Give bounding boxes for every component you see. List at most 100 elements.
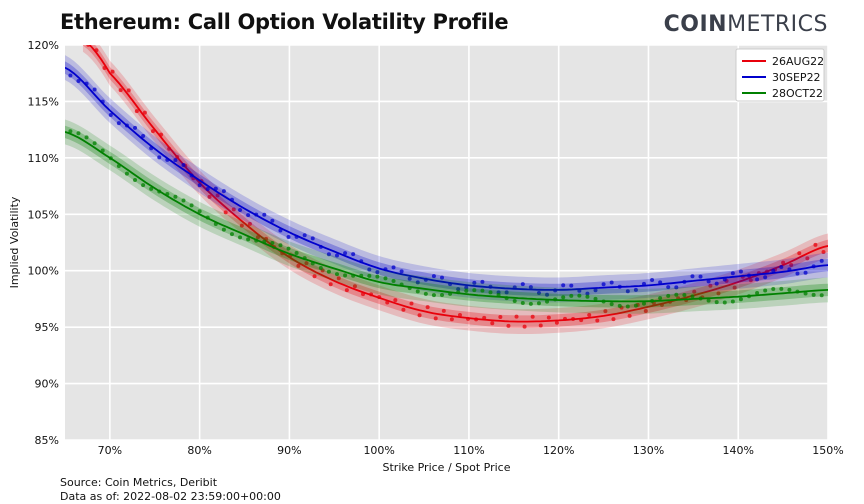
data-point	[643, 308, 648, 313]
data-point	[627, 313, 632, 318]
data-point	[603, 309, 608, 314]
data-point	[561, 283, 566, 288]
data-point	[318, 266, 323, 271]
data-point	[336, 276, 341, 281]
data-point	[536, 291, 541, 296]
data-point	[383, 276, 388, 281]
data-point	[577, 293, 582, 298]
data-point	[698, 274, 703, 279]
data-point	[722, 300, 727, 305]
x-tick-label: 140%	[723, 444, 754, 457]
data-point	[312, 274, 317, 279]
data-point	[431, 293, 436, 298]
y-tick-label: 120%	[28, 39, 59, 52]
data-point	[110, 69, 115, 74]
data-point	[674, 285, 679, 290]
data-point	[488, 290, 493, 295]
data-point	[811, 292, 816, 297]
data-point	[221, 227, 226, 232]
data-point	[779, 264, 784, 269]
data-point	[133, 178, 138, 183]
data-point	[748, 278, 753, 283]
data-point	[247, 221, 252, 226]
data-point	[393, 298, 398, 303]
data-point	[270, 240, 275, 245]
data-point	[641, 301, 646, 306]
data-point	[328, 282, 333, 287]
data-point	[334, 272, 339, 277]
data-point	[134, 109, 139, 114]
data-point	[779, 286, 784, 291]
data-point	[302, 233, 307, 238]
data-point	[124, 171, 129, 176]
data-point	[141, 183, 146, 188]
data-point	[425, 305, 430, 310]
data-point	[506, 323, 511, 328]
data-point	[625, 304, 630, 309]
data-point	[498, 315, 503, 320]
source-note: Source: Coin Metrics, Deribit	[60, 476, 218, 489]
data-point	[658, 296, 663, 301]
data-point	[431, 274, 436, 279]
chart-title: Ethereum: Call Option Volatility Profile	[60, 10, 509, 34]
data-point	[108, 112, 113, 117]
data-point	[173, 158, 178, 163]
data-point	[456, 287, 461, 292]
data-point	[367, 267, 372, 272]
data-point	[658, 280, 663, 285]
data-point	[538, 323, 543, 328]
brand-logo-bold: COIN	[663, 12, 728, 37]
data-point	[706, 298, 711, 303]
data-point	[730, 299, 735, 304]
data-point	[352, 284, 357, 289]
x-tick-label: 150%	[812, 444, 843, 457]
data-point	[223, 210, 228, 215]
x-tick-label: 70%	[98, 444, 122, 457]
data-point	[92, 87, 97, 92]
data-point	[415, 280, 420, 285]
data-point	[755, 291, 760, 296]
data-point	[262, 212, 267, 217]
data-point	[593, 296, 598, 301]
data-point	[375, 274, 380, 279]
data-point	[407, 276, 412, 281]
data-point	[423, 291, 428, 296]
data-point	[351, 252, 356, 257]
data-point	[118, 88, 123, 93]
data-point	[528, 301, 533, 306]
data-point	[690, 274, 695, 279]
x-tick-label: 100%	[363, 444, 394, 457]
data-point	[595, 318, 600, 323]
data-point	[197, 183, 202, 188]
data-point	[514, 314, 519, 319]
data-point	[763, 288, 768, 293]
data-point	[617, 303, 622, 308]
data-point	[472, 288, 477, 293]
data-point	[585, 294, 590, 299]
data-point	[238, 207, 243, 212]
data-point	[92, 141, 97, 146]
brand-logo: COINMETRICS	[664, 12, 828, 37]
plot-background	[65, 45, 828, 440]
y-tick-label: 95%	[35, 321, 59, 334]
data-point	[207, 194, 212, 199]
data-point	[449, 317, 454, 322]
data-point	[296, 263, 301, 268]
data-point	[401, 307, 406, 312]
data-point	[692, 289, 697, 294]
data-point	[797, 251, 802, 256]
data-point	[84, 135, 89, 140]
data-point	[142, 110, 147, 115]
data-point	[221, 189, 226, 194]
data-point	[126, 88, 131, 93]
data-point	[286, 234, 291, 239]
data-point	[246, 237, 251, 242]
data-point	[601, 282, 606, 287]
data-point	[150, 129, 155, 134]
data-point	[554, 320, 559, 325]
x-tick-label: 80%	[187, 444, 211, 457]
data-point	[343, 251, 348, 256]
y-tick-label: 100%	[28, 265, 59, 278]
x-tick-label: 90%	[277, 444, 301, 457]
legend-label: 30SEP22	[772, 71, 821, 84]
